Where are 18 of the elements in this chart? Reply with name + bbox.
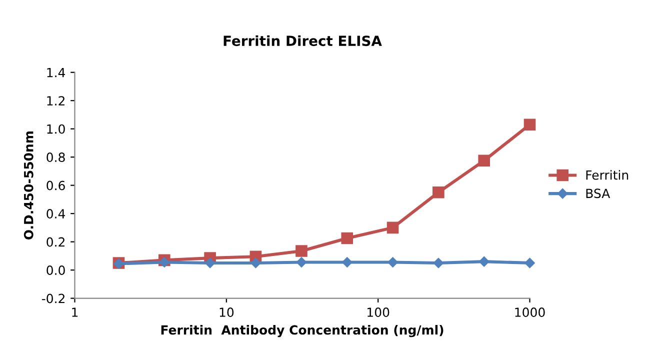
y-tick-label: 1.4 [47, 68, 66, 78]
y-axis-title: O.D.450-550nm [24, 132, 34, 240]
x-axis-title: Ferritin Antibody Concentration (ng/ml) [161, 324, 444, 338]
y-tick-label: 1.2 [47, 96, 64, 106]
y-tick-label: 0.0 [46, 266, 65, 275]
x-tick-label: 1 [72, 308, 78, 317]
legend-label: BSA [586, 188, 610, 198]
x-tick-label: 1000 [515, 308, 545, 317]
y-tick-label: 0.2 [46, 237, 64, 247]
y-tick-label: 0.8 [46, 152, 65, 162]
y-tick-label: 0.6 [46, 180, 65, 190]
legend-label: Ferritin [586, 170, 628, 180]
y-tick-label: 0.4 [46, 209, 66, 218]
y-tick-label: -0.2 [42, 294, 64, 304]
x-tick-label: 100 [368, 308, 390, 317]
chart-title: Ferritin Direct ELISA [224, 35, 382, 46]
y-tick-label: 1.0 [47, 124, 65, 134]
x-tick-label: 10 [220, 308, 234, 317]
